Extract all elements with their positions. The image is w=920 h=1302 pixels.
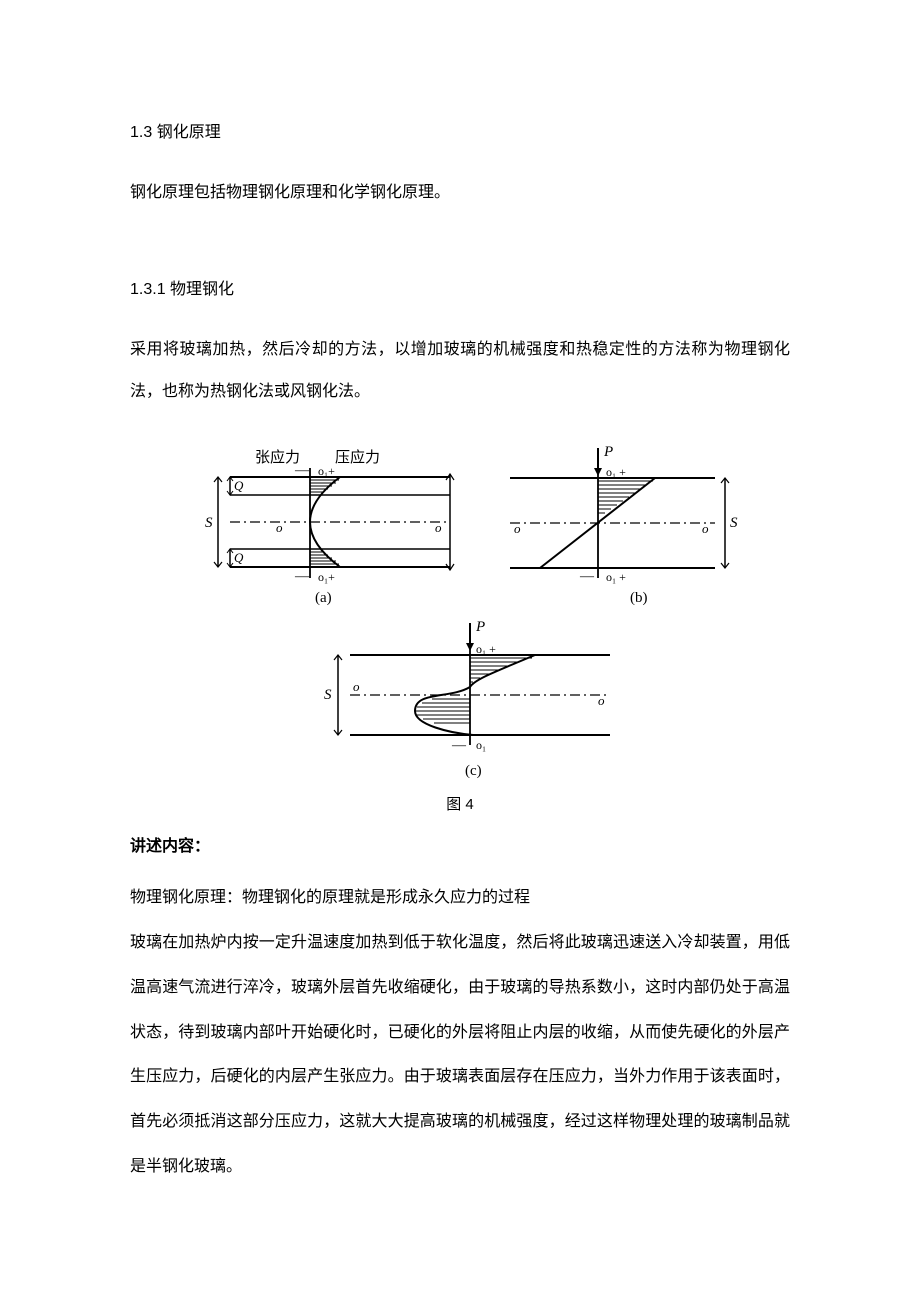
o1-c-top: o₁ +: [476, 642, 496, 656]
minus-c: —: [451, 738, 467, 753]
narration-p1: 物理钢化原理：物理钢化的原理就是形成永久应力的过程: [130, 876, 790, 921]
label-b: (b): [630, 590, 648, 606]
heading-1-3-1: 1.3.1 物理钢化: [130, 272, 790, 307]
spacer: [130, 236, 790, 272]
label-q-top: Q: [234, 478, 244, 493]
o-c-right: o: [598, 693, 605, 708]
o1-b-bot: o₁ +: [606, 570, 626, 584]
o1-a-bot: o₁+: [318, 570, 335, 584]
label-c: (c): [465, 763, 482, 779]
label-s-c: S: [324, 687, 332, 703]
sub-intro-paragraph: 采用将玻璃加热，然后冷却的方法，以增加玻璃的机械强度和热稳定性的方法称为物理钢化…: [130, 329, 790, 412]
o1-b-top: o₁ +: [606, 465, 626, 479]
label-s-b: S: [730, 515, 738, 531]
intro-paragraph: 钢化原理包括物理钢化原理和化学钢化原理。: [130, 172, 790, 214]
minus-a2: —: [294, 569, 310, 584]
minus-b: —: [579, 569, 595, 584]
heading-1-3: 1.3 钢化原理: [130, 115, 790, 150]
o-b-left: o: [514, 521, 521, 536]
figure-caption: 图 4: [130, 793, 790, 814]
label-tensile: 张应力: [255, 448, 300, 466]
label-s-a: S: [205, 515, 213, 531]
o1-a-top: o₁+: [318, 464, 335, 478]
label-a: (a): [315, 590, 332, 606]
narration-heading: 讲述内容：: [130, 832, 790, 856]
label-p-b: P: [603, 444, 613, 460]
narration-p2: 玻璃在加热炉内按一定升温速度加热到低于软化温度，然后将此玻璃迅速送入冷却装置，用…: [130, 921, 790, 1190]
o-a-right: o: [435, 520, 442, 535]
o-b-right: o: [702, 521, 709, 536]
o-c-left: o: [353, 679, 360, 694]
o1-c-bot: o₁: [476, 738, 486, 752]
label-compressive: 压应力: [335, 448, 380, 466]
minus-a: —: [294, 463, 310, 478]
label-q-bot: Q: [234, 550, 244, 565]
label-p-c: P: [475, 619, 485, 635]
figure-4: 张应力 压应力: [180, 442, 740, 787]
o-a-left: o: [276, 520, 283, 535]
